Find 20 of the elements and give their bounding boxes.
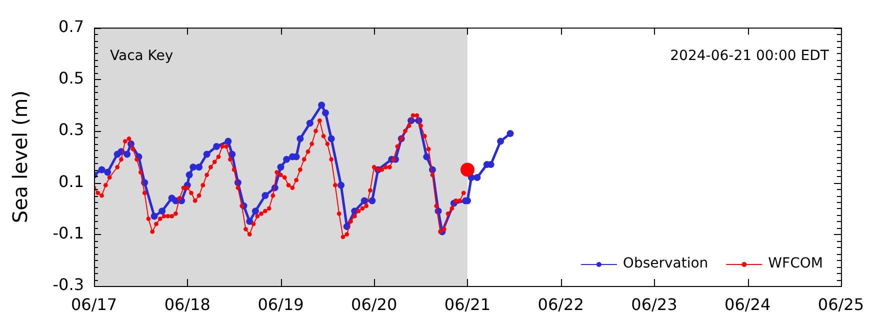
x-tick-label: 06/21 bbox=[444, 294, 491, 314]
x-tick-label: 06/25 bbox=[818, 294, 864, 314]
y-tick-label: 0.1 bbox=[58, 172, 84, 191]
legend-label: WFCOM bbox=[768, 256, 823, 272]
annotation: 2024-06-21 00:00 EDT bbox=[670, 48, 830, 64]
y-tick-label: 0.5 bbox=[58, 68, 84, 88]
x-tick-label: 06/18 bbox=[164, 294, 210, 314]
x-tick-label: 06/23 bbox=[631, 294, 678, 314]
x-tick-label: 06/20 bbox=[351, 294, 398, 314]
x-tick-label: 06/24 bbox=[724, 294, 771, 314]
y-tick-label: -0.3 bbox=[52, 275, 84, 294]
x-tick-label: 06/19 bbox=[258, 294, 304, 314]
x-tick-label: 06/22 bbox=[538, 294, 584, 314]
y-tick-label: 0.3 bbox=[58, 120, 84, 140]
legend-label: Observation bbox=[622, 256, 708, 272]
y-axis-title: Sea level (m) bbox=[8, 90, 32, 224]
y-tick-label: -0.1 bbox=[52, 223, 84, 242]
y-tick-label: 0.7 bbox=[58, 16, 84, 36]
x-tick-label: 06/17 bbox=[70, 294, 118, 314]
annotation: Vaca Key bbox=[110, 48, 174, 64]
